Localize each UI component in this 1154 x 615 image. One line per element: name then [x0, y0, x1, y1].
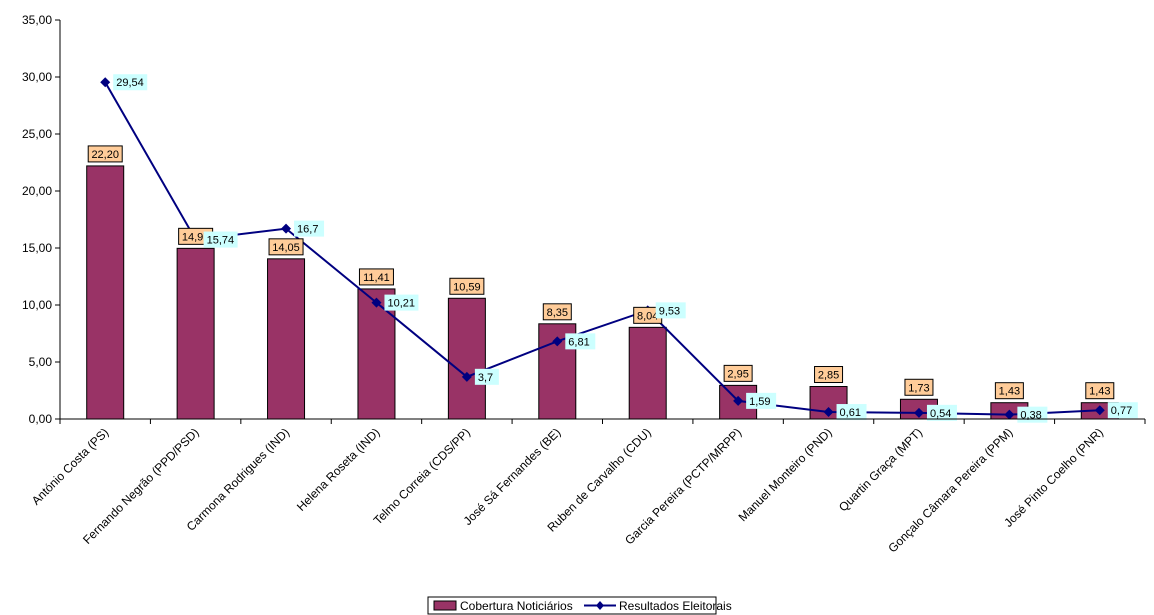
x-category-label: Helena Roseta (IND) [294, 425, 383, 514]
bar-label-box [723, 364, 753, 382]
x-category-label: Carmona Rodrigues (IND) [184, 425, 292, 533]
x-category-label: Manuel Monteiro (PND) [736, 425, 835, 524]
y-tick-label: 15,00 [22, 241, 52, 255]
bar-label-box [542, 303, 572, 321]
line-data-label: 6,81 [568, 336, 589, 348]
x-axis: António Costa (PS)Fernando Negrão (PPD/P… [29, 418, 1146, 555]
legend-bar-swatch [433, 600, 457, 611]
bar-data-label: 10,59 [453, 281, 481, 293]
x-category-label: José Sá Fernandes (BE) [461, 425, 564, 528]
line-data-label: 0,54 [930, 408, 951, 420]
bar-data-label: 8,35 [547, 307, 568, 319]
x-category-label: José Pinto Coelho (PNR) [1001, 425, 1106, 530]
line-point [913, 407, 924, 418]
legend: Cobertura Noticiários Resultados Eleitora… [427, 596, 732, 615]
line-data-label: 29,54 [116, 77, 144, 89]
bar [628, 326, 667, 420]
legend-line-marker [596, 601, 604, 610]
bar-data-label: 14,05 [272, 242, 300, 254]
bar-data-label: 11,41 [363, 272, 390, 284]
line-data-label: 15,74 [207, 235, 235, 247]
bar [176, 247, 215, 420]
x-category-label: Quartin Graça (MPT) [836, 425, 925, 514]
line-series [100, 77, 1105, 420]
bar-data-label: 22,20 [91, 149, 119, 161]
bar-label-box [358, 268, 394, 286]
line-point [281, 223, 292, 234]
bar-label-box [268, 238, 304, 256]
line-point [552, 336, 563, 347]
bar-label-box [449, 277, 485, 295]
line-point [371, 297, 382, 308]
x-category-label: Telmo Correia (CDS/PP) [371, 425, 473, 527]
bar [267, 258, 306, 420]
line-label-box [113, 74, 148, 91]
bar-label-box [1085, 382, 1115, 400]
y-tick-label: 5,00 [29, 355, 53, 369]
legend-box [427, 596, 717, 615]
y-tick-label: 30,00 [22, 70, 52, 84]
line-label-box [203, 231, 238, 248]
line-label-box [655, 302, 686, 319]
line-data-label: 16,7 [297, 224, 318, 236]
line-data-label: 0,77 [1111, 405, 1132, 417]
line-point [823, 407, 834, 418]
line-point [100, 77, 111, 88]
bar-data-label: 1,73 [908, 382, 929, 394]
line-data-label: 3,7 [478, 372, 493, 384]
y-tick-label: 20,00 [22, 184, 52, 198]
bar-data-label: 2,85 [818, 370, 839, 382]
line-data-label: 10,21 [387, 298, 415, 310]
bar-data-label: 14,97 [182, 231, 210, 243]
line-data-label: 1,59 [749, 396, 770, 408]
line-label-box [926, 404, 957, 421]
bar [447, 297, 486, 420]
legend-label-line: Resultados Eleitorais [619, 599, 732, 613]
line-point [461, 371, 472, 382]
series-line [104, 81, 1100, 416]
line-point [733, 395, 744, 406]
bar-label-box [814, 366, 844, 384]
bar-label-box [87, 145, 123, 163]
y-tick-label: 10,00 [22, 298, 52, 312]
bar-data-label: 8,04 [637, 310, 658, 322]
x-category-label: António Costa (PS) [29, 425, 112, 508]
line-label-box [746, 392, 777, 409]
line-data-label: 0,61 [840, 407, 861, 419]
bar-label-box [994, 382, 1024, 400]
y-tick-label: 0,00 [29, 412, 53, 426]
line-label-box [294, 220, 325, 237]
line-data-label: 9,53 [659, 305, 680, 317]
legend-label-bars: Cobertura Noticiários [460, 599, 573, 613]
y-tick-label: 25,00 [22, 127, 52, 141]
y-axis: 0,00 5,00 10,00 15,00 20,00 25,00 30,00 35,00 [22, 13, 61, 426]
data-labels: 22,20 14,97 14,05 11,41 10,59 8,35 8,04 2,95 2,8… [87, 74, 1138, 423]
bar-data-label: 1,43 [1089, 386, 1110, 398]
line-label-box [1107, 402, 1138, 419]
line-data-label: 0,38 [1020, 410, 1041, 422]
bar-label-box [904, 378, 934, 396]
line-label-box [836, 404, 867, 421]
bar [86, 165, 125, 420]
bar-data-label: 1,43 [999, 386, 1020, 398]
line-point [1004, 409, 1015, 420]
y-tick-label: 35,00 [22, 13, 52, 27]
bar-series [86, 165, 1119, 420]
x-category-label: Ruben de Carvalho (CDU) [544, 425, 653, 534]
line-label-box [565, 333, 596, 350]
line-label-box [474, 368, 499, 385]
line-point [1094, 405, 1105, 416]
line-label-box [384, 294, 419, 311]
bar-data-label: 2,95 [727, 368, 748, 380]
